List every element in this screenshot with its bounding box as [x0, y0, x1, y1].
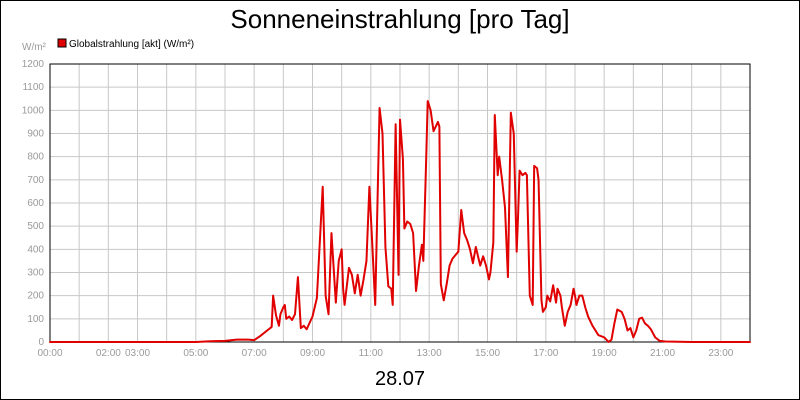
- axes: [49, 63, 751, 343]
- series-line-globalstrahlung: [49, 100, 751, 343]
- x-tick-label: 23:00: [708, 348, 733, 359]
- y-tick-label: 700: [27, 175, 44, 186]
- x-tick-label: 15:00: [475, 348, 500, 359]
- y-tick-label: 300: [27, 268, 44, 279]
- plot-frame: [49, 63, 751, 343]
- series-layer: [49, 100, 751, 343]
- x-tick-label: 02:00: [96, 348, 121, 359]
- x-tick-label: 05:00: [183, 348, 208, 359]
- y-tick-label: 1100: [22, 82, 44, 93]
- x-tick-label: 07:00: [242, 348, 267, 359]
- date-label: 28.07: [375, 368, 425, 390]
- legend-label: Globalstrahlung [akt] (W/m²): [69, 39, 194, 50]
- x-tick-label: 00:00: [37, 348, 62, 359]
- y-tick-label: 0: [38, 337, 44, 348]
- x-tick-label: 09:00: [300, 348, 325, 359]
- y-tick-label: 1000: [22, 105, 45, 116]
- y-tick-label: 1200: [22, 59, 45, 70]
- y-axis-unit-label: W/m²: [22, 42, 47, 53]
- x-tick-label: 03:00: [125, 348, 150, 359]
- x-tick-label: 19:00: [592, 348, 617, 359]
- legend-swatch: [57, 38, 67, 48]
- x-tick-label: 17:00: [533, 348, 558, 359]
- y-tick-label: 600: [27, 198, 44, 209]
- x-tick-label: 13:00: [417, 348, 442, 359]
- y-tick-label: 800: [27, 152, 44, 163]
- x-tick-label: 11:00: [359, 348, 384, 359]
- y-tick-label: 400: [27, 244, 44, 255]
- y-tick-label: 900: [27, 129, 44, 140]
- x-tick-label: 21:00: [650, 348, 675, 359]
- y-tick-label: 100: [27, 314, 44, 325]
- y-tick-label: 200: [27, 291, 44, 302]
- tick-labels: 0 100 200 300 400 500 600 700 800 900 1000 1100 1200…: [22, 59, 734, 359]
- y-tick-label: 500: [27, 221, 44, 232]
- chart-title: Sonneneinstrahlung [pro Tag]: [230, 4, 569, 34]
